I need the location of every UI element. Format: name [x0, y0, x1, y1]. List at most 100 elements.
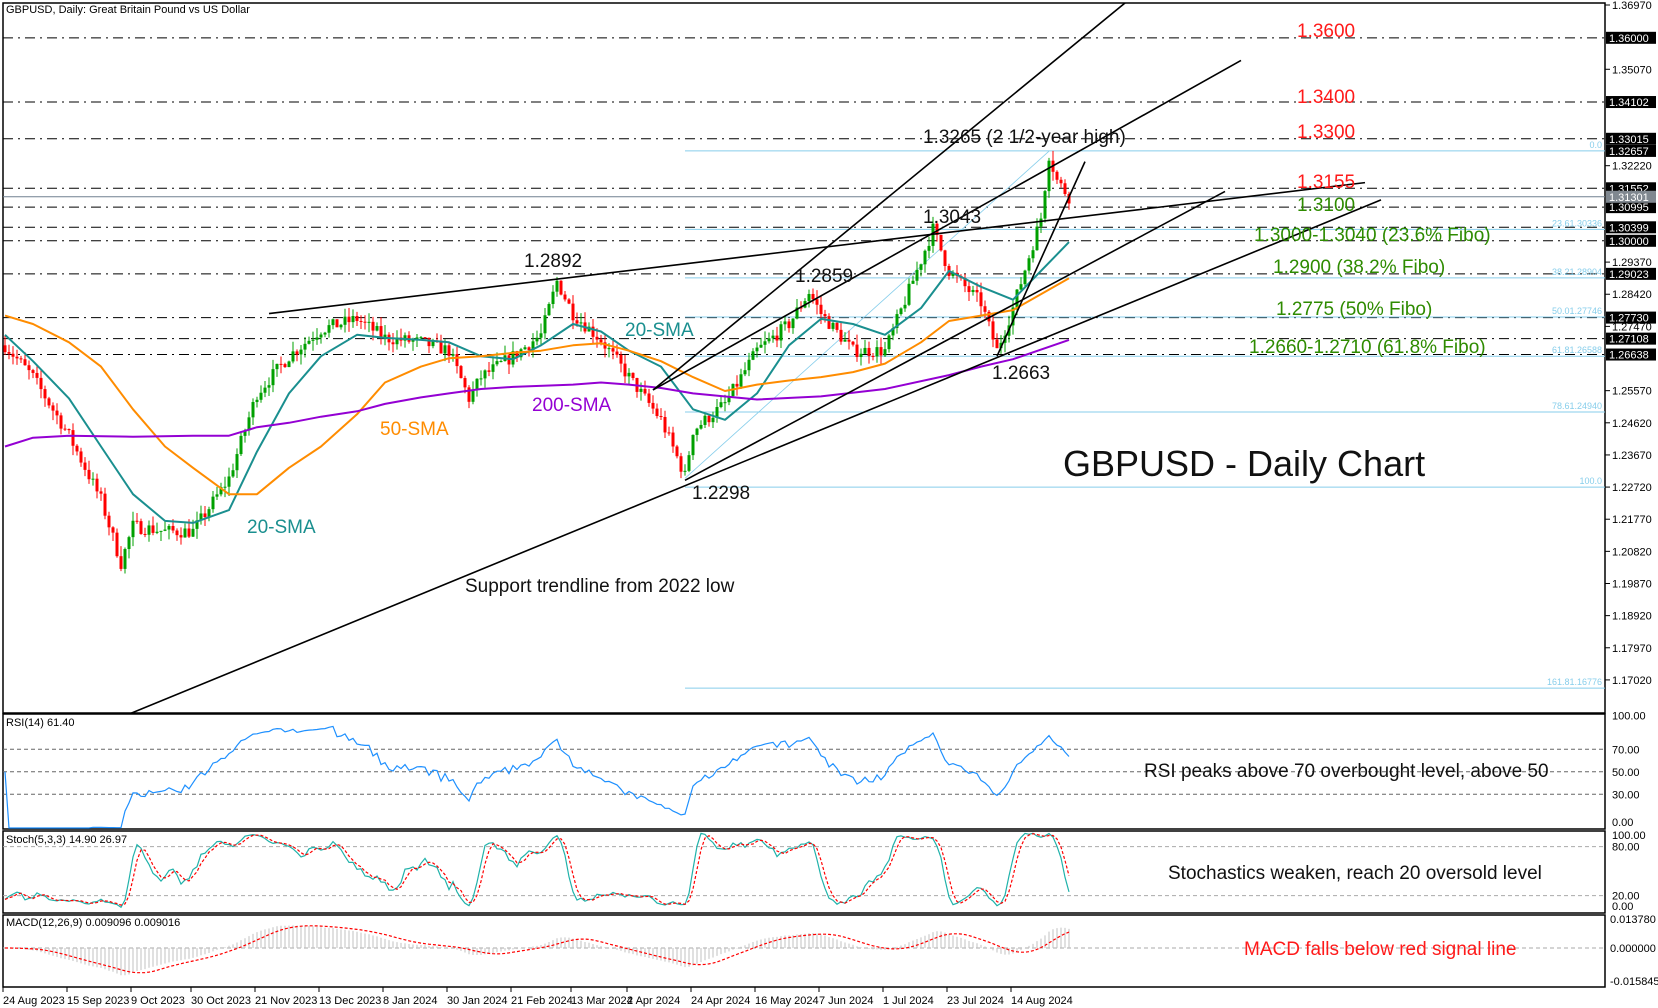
candle-body — [7, 352, 11, 354]
candle — [343, 308, 347, 333]
candle — [451, 348, 455, 362]
date-tick-label: 24 Aug 2023 — [3, 995, 65, 1007]
sma-line-50-sma — [4, 277, 1070, 496]
candle — [939, 234, 943, 252]
macd-histogram — [8, 925, 1070, 976]
level-tag-text: 1.27730 — [1609, 313, 1649, 325]
candle-body — [507, 355, 511, 365]
candle-body — [279, 363, 283, 365]
candle-body — [311, 339, 315, 341]
candle-body — [1011, 307, 1015, 326]
candle-body — [195, 520, 199, 529]
candle-body — [1031, 250, 1035, 259]
candle-body — [363, 321, 367, 323]
candle-body — [627, 372, 631, 377]
candle-body — [19, 358, 23, 360]
candle — [447, 341, 451, 364]
candle-body — [1063, 183, 1067, 194]
candle — [403, 332, 407, 348]
candle — [35, 365, 39, 385]
candle — [83, 457, 87, 477]
candle — [139, 518, 143, 535]
fib-label: 161.81.16776 — [1547, 677, 1602, 687]
candle — [887, 333, 891, 353]
candle — [15, 349, 19, 365]
candle-body — [563, 294, 567, 300]
candle-body — [335, 319, 339, 328]
candle — [47, 396, 51, 409]
candle — [915, 261, 919, 286]
candle — [863, 339, 867, 354]
candle-body — [567, 299, 571, 304]
candle-body — [487, 370, 491, 372]
candle-body — [303, 343, 307, 350]
candle — [875, 340, 879, 363]
candle-body — [247, 417, 251, 431]
candle — [995, 333, 999, 349]
panel-frame-0 — [2, 2, 1606, 714]
candle-body — [495, 361, 499, 365]
candle — [107, 511, 111, 536]
candle — [335, 319, 339, 328]
date-tick-label: 1 Jul 2024 — [883, 995, 934, 1007]
candle-body — [707, 415, 711, 423]
candle-body — [439, 341, 443, 354]
candle-body — [127, 537, 131, 549]
level-tag — [1606, 348, 1656, 361]
candle-body — [99, 491, 103, 494]
candle — [511, 341, 515, 368]
candle-body — [11, 353, 15, 357]
candle-body — [459, 366, 463, 379]
candle — [891, 323, 895, 341]
candle — [655, 403, 659, 419]
macd-tick-label: -0.015845 — [1610, 976, 1658, 988]
candle-body — [795, 307, 799, 319]
candle-body — [643, 388, 647, 394]
candle-body — [691, 434, 695, 456]
candle — [91, 472, 95, 486]
price-tick-label: 1.17970 — [1612, 643, 1652, 655]
level-tag — [1606, 31, 1656, 44]
candle — [1031, 246, 1035, 263]
candle — [467, 385, 471, 409]
candle-body — [787, 321, 791, 329]
candle — [859, 348, 863, 366]
candle-body — [607, 348, 611, 350]
candle — [603, 333, 607, 358]
peak-label-1-2859: 1.2859 — [795, 266, 854, 287]
candle-body — [687, 455, 691, 471]
candle — [979, 282, 983, 316]
candle — [735, 375, 739, 396]
candle-body — [443, 345, 447, 354]
candle-body — [91, 478, 95, 480]
trendline-2 — [652, 3, 1126, 391]
candle — [127, 535, 131, 559]
candle — [379, 317, 383, 345]
candle-body — [559, 280, 563, 295]
candle-body — [655, 408, 659, 416]
candle — [275, 363, 279, 377]
price-tick-label: 1.21770 — [1612, 514, 1652, 526]
candle — [7, 344, 11, 360]
candle-body — [591, 326, 595, 337]
sma50-label: 50-SMA — [380, 419, 449, 440]
candle-body — [523, 347, 527, 350]
candle — [259, 385, 263, 403]
candle — [843, 332, 847, 342]
candle-body — [511, 351, 515, 365]
candle-body — [323, 332, 327, 335]
candle — [331, 318, 335, 330]
candle — [535, 330, 539, 346]
date-tick-label: 8 Jan 2024 — [383, 995, 437, 1007]
candle — [339, 323, 343, 330]
peak-label-1-3043: 1.3043 — [923, 207, 982, 228]
candle-body — [579, 322, 583, 324]
current-price-text: 1.31301 — [1609, 192, 1649, 204]
candle-body — [3, 345, 7, 353]
candle — [767, 332, 771, 344]
trendline-3 — [652, 59, 1242, 391]
candle — [31, 368, 35, 379]
candle — [99, 487, 103, 501]
candle — [623, 355, 627, 384]
candle-body — [875, 347, 879, 357]
